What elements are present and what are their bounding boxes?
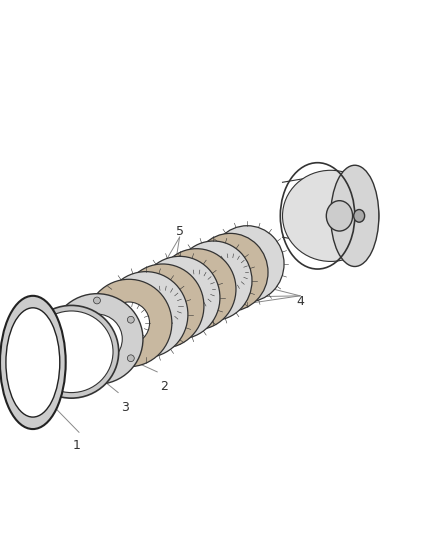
Ellipse shape bbox=[86, 279, 172, 367]
Ellipse shape bbox=[212, 254, 248, 291]
Ellipse shape bbox=[127, 355, 134, 361]
Ellipse shape bbox=[108, 302, 149, 344]
Text: 6: 6 bbox=[355, 241, 363, 254]
Text: 3: 3 bbox=[121, 401, 129, 414]
Text: 2: 2 bbox=[160, 380, 168, 393]
Ellipse shape bbox=[160, 278, 199, 318]
Ellipse shape bbox=[283, 171, 379, 262]
Ellipse shape bbox=[230, 246, 265, 282]
Ellipse shape bbox=[143, 286, 183, 326]
Ellipse shape bbox=[139, 256, 220, 339]
Ellipse shape bbox=[326, 201, 353, 231]
Ellipse shape bbox=[195, 262, 232, 300]
Ellipse shape bbox=[60, 316, 67, 323]
Ellipse shape bbox=[60, 355, 67, 361]
Ellipse shape bbox=[104, 272, 188, 358]
Text: 4: 4 bbox=[296, 295, 304, 308]
Ellipse shape bbox=[193, 233, 268, 311]
Text: 5: 5 bbox=[176, 225, 184, 238]
Ellipse shape bbox=[178, 270, 215, 309]
Ellipse shape bbox=[126, 294, 166, 335]
Ellipse shape bbox=[51, 294, 143, 384]
Ellipse shape bbox=[331, 165, 379, 266]
Text: 1: 1 bbox=[73, 439, 81, 451]
Ellipse shape bbox=[6, 308, 60, 417]
Ellipse shape bbox=[122, 264, 204, 348]
Ellipse shape bbox=[24, 305, 119, 398]
Ellipse shape bbox=[72, 314, 122, 364]
Ellipse shape bbox=[0, 296, 66, 429]
Ellipse shape bbox=[157, 249, 236, 330]
Ellipse shape bbox=[94, 297, 100, 304]
Ellipse shape bbox=[94, 374, 100, 381]
Ellipse shape bbox=[354, 209, 364, 222]
Ellipse shape bbox=[210, 225, 284, 302]
Ellipse shape bbox=[30, 311, 113, 393]
Ellipse shape bbox=[127, 316, 134, 323]
Ellipse shape bbox=[175, 241, 252, 320]
